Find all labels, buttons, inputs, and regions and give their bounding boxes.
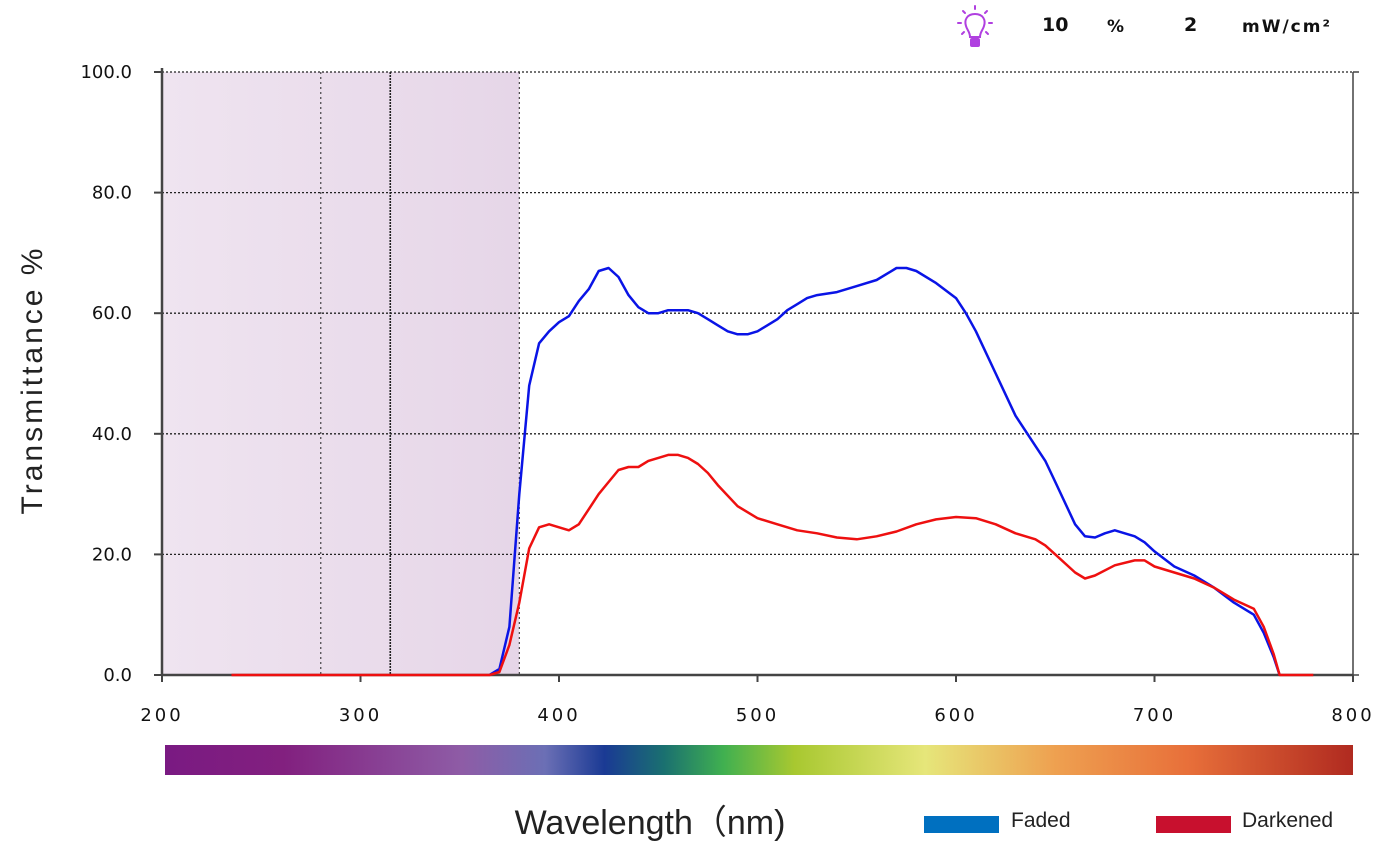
uv-shaded-region: [162, 72, 520, 675]
x-tick-label: 400: [537, 705, 580, 726]
lightbulb-icon: [955, 4, 995, 52]
intensity-value: 10: [1042, 14, 1069, 36]
x-tick-label: 700: [1133, 705, 1176, 726]
x-axis-label: Wavelength（nm): [515, 804, 786, 842]
legend-label-darkened: Darkened: [1242, 809, 1334, 832]
series-line-faded: [488, 266, 1281, 677]
series-line-darkened: [231, 453, 1314, 677]
x-tick-label: 600: [934, 705, 977, 726]
y-tick-label: 40.0: [92, 424, 132, 445]
y-axis-label: Transmittance %: [16, 246, 49, 515]
x-tick-label: 200: [140, 705, 183, 726]
y-tick-label: 0.0: [103, 665, 132, 686]
y-tick-label: 60.0: [92, 303, 132, 324]
y-tick-label: 20.0: [92, 544, 132, 565]
legend-swatch-darkened: [1156, 816, 1231, 833]
x-tick-label: 500: [736, 705, 779, 726]
legend-label-faded: Faded: [1011, 809, 1071, 832]
y-tick-label: 100.0: [80, 62, 132, 83]
power-value: 2: [1184, 14, 1198, 36]
legend-swatch-faded: [924, 816, 999, 833]
power-unit: mW/cm²: [1242, 17, 1332, 37]
spectrum-bar: [165, 745, 1353, 775]
y-tick-label: 80.0: [92, 183, 132, 204]
x-tick-label: 300: [339, 705, 382, 726]
x-tick-label: 800: [1331, 705, 1374, 726]
intensity-unit: %: [1107, 17, 1125, 37]
